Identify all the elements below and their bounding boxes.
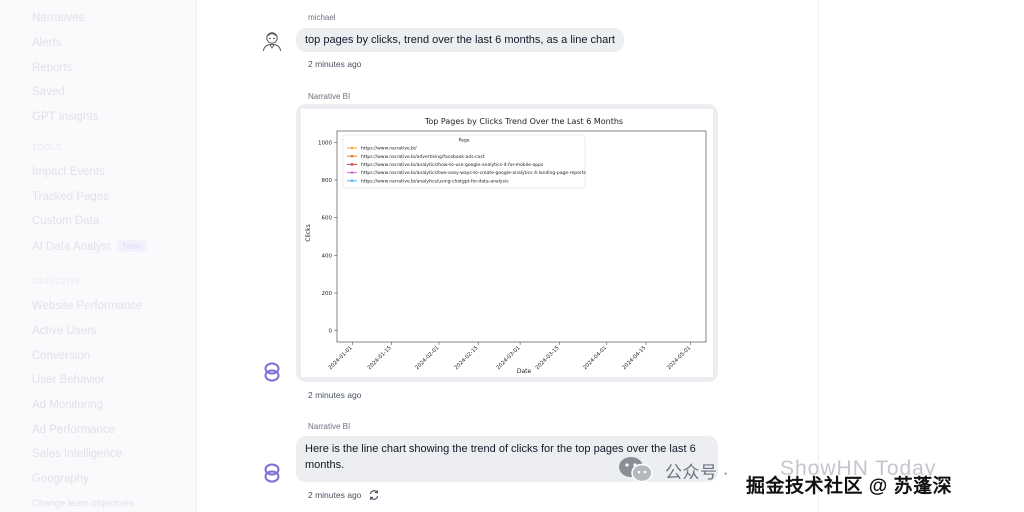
sidebar-item-gpt-insights[interactable]: GPT Insights: [32, 111, 99, 123]
content-divider: [818, 0, 819, 512]
y-tick-label: 800: [322, 178, 333, 184]
legend-marker: [350, 171, 354, 174]
chart-image: Top Pages by Clicks Trend Over the Last …: [301, 109, 713, 377]
x-tick-label: 2024-02-01: [414, 345, 440, 371]
sidebar-item-custom-data[interactable]: Custom Data: [32, 215, 100, 227]
bot-message-line: Here is the line chart showing the trend…: [305, 443, 696, 455]
sidebar-item-alerts[interactable]: Alerts: [32, 37, 62, 49]
sidebar-item-impact-events[interactable]: Impact Events: [32, 166, 105, 178]
change-objectives-link[interactable]: Change team objectives: [32, 498, 134, 509]
message-sender: Narrative BI: [308, 422, 351, 431]
bot-message-line: months.: [305, 459, 345, 471]
sidebar-item-ad-performance[interactable]: Ad Performance: [32, 424, 116, 436]
y-tick-label: 1000: [318, 140, 332, 146]
legend-box: [342, 134, 586, 189]
sidebar-item-reports[interactable]: Reports: [32, 62, 73, 74]
y-tick-label: 400: [322, 253, 333, 259]
legend-marker: [350, 146, 354, 150]
legend-entry: https://www.narrative.bi/analytics/how-t…: [361, 162, 544, 168]
message-timestamp: 2 minutes ago: [308, 490, 362, 500]
message-sender: michael: [308, 13, 336, 22]
message-sender: Narrative BI: [308, 92, 351, 101]
watermark-label: ShowHN Today: [780, 457, 937, 480]
legend-entry: https://www.narrative.bi/advertising/fac…: [361, 154, 485, 160]
user-avatar-icon: [263, 32, 281, 52]
sidebar-item-website-performance[interactable]: Website Performance: [32, 300, 143, 312]
sidebar-item-ad-monitoring[interactable]: Ad Monitoring: [32, 399, 103, 411]
y-tick-label: 0: [329, 329, 333, 335]
x-tick-label: 2024-01-15: [367, 345, 393, 371]
legend-marker: [350, 179, 354, 183]
legend-marker: [350, 154, 354, 158]
sidebar-item-narratives[interactable]: Narratives: [32, 12, 85, 24]
x-tick-label: 2024-02-15: [454, 345, 480, 371]
chart-title: Top Pages by Clicks Trend Over the Last …: [424, 117, 623, 126]
y-tick-label: 200: [322, 291, 333, 297]
tools-heading: TOOLS: [32, 143, 62, 152]
sidebar-item-saved[interactable]: Saved: [32, 86, 65, 98]
message-timestamp: 2 minutes ago: [308, 390, 362, 400]
y-axis-label: Clicks: [305, 224, 312, 241]
narrative-bi-logo-icon: [264, 463, 280, 483]
sidebar-item-active-users[interactable]: Active Users: [32, 325, 97, 337]
new-badge: New: [116, 240, 147, 252]
line-chart: Top Pages by Clicks Trend Over the Last …: [305, 117, 707, 375]
legend-title: Page: [458, 138, 469, 144]
x-tick-label: 2024-05-01: [666, 345, 692, 371]
x-tick-label: 2024-03-15: [535, 345, 561, 371]
regenerate-icon[interactable]: [368, 489, 380, 501]
y-tick-label: 600: [322, 216, 333, 222]
legend-entry: https://www.narrative.bi/analytics/using…: [361, 178, 509, 184]
narrative-bi-logo-icon: [264, 362, 280, 382]
sidebar-item-label: AI Data Analyst: [32, 241, 111, 253]
sidebar-item-geography[interactable]: Geography: [32, 473, 89, 485]
sidebar-item-tracked-pages[interactable]: Tracked Pages: [32, 191, 109, 203]
sidebar-divider: [196, 0, 197, 512]
sidebar-item-user-behavior[interactable]: User Behavior: [32, 374, 105, 386]
sidebar-item-sales-intelligence[interactable]: Sales Intelligence: [32, 448, 123, 460]
legend-entry: https://www.narrative.bi/analytics/two-e…: [361, 170, 586, 176]
watermark-label: 掘金技术社区 @ 苏蓬深: [746, 476, 953, 497]
wechat-icon: [619, 457, 653, 483]
chart-message-bubble: Top Pages by Clicks Trend Over the Last …: [296, 104, 718, 382]
sidebar-item-ai-data-analyst[interactable]: AI Data Analyst New: [32, 240, 147, 253]
legend-marker: [350, 163, 354, 166]
user-message-bubble: top pages by clicks, trend over the last…: [296, 28, 624, 52]
x-tick-label: 2024-04-01: [582, 345, 608, 371]
objective-heading: OBJECTIVE: [32, 277, 82, 286]
legend-entry: https://www.narrative.bi/: [361, 146, 417, 152]
message-timestamp: 2 minutes ago: [308, 59, 362, 69]
x-tick-label: 2024-04-15: [621, 345, 647, 371]
sidebar-item-conversion[interactable]: Conversion: [32, 350, 91, 362]
x-axis-label: Date: [517, 368, 532, 375]
x-tick-label: 2024-01-01: [328, 345, 354, 371]
sidebar: Narratives Alerts Reports Saved GPT Insi…: [0, 0, 196, 512]
watermark-label: 公众号 ·: [665, 463, 729, 482]
